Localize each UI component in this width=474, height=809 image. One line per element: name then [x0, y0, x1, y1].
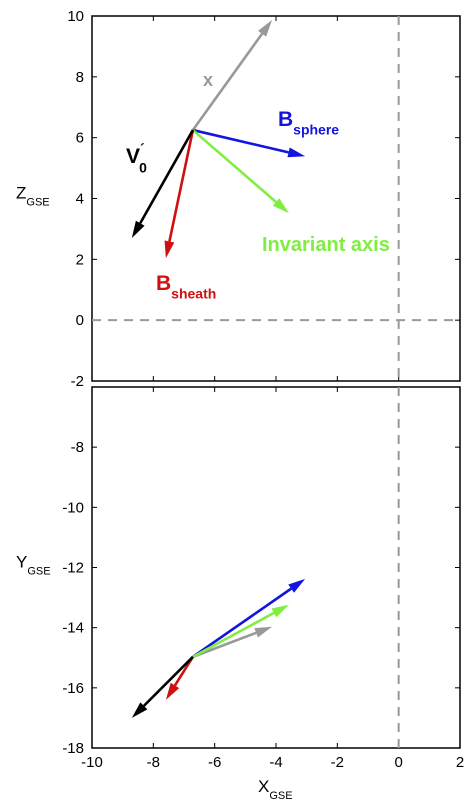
vector-label-sub: sphere	[293, 121, 339, 137]
vector-head	[131, 220, 145, 239]
y-tick-label: -18	[62, 740, 84, 757]
y-tick-label: 4	[76, 191, 84, 208]
vector-head	[288, 578, 306, 593]
y-tick-label: -14	[62, 620, 84, 637]
vector-label-main: V	[126, 145, 140, 168]
vector-shaft	[191, 33, 264, 131]
y-tick-label: 0	[76, 312, 84, 329]
vector-shaft	[142, 655, 194, 707]
vector-label: x	[203, 70, 213, 90]
vector-head	[271, 604, 289, 618]
vector-head	[287, 147, 306, 158]
x-tick-label: -2	[331, 754, 344, 771]
vector-head	[254, 626, 273, 638]
plot-frame	[91, 386, 461, 749]
x-axis-label: XGSE	[258, 777, 293, 802]
x-tick-label: 0	[394, 754, 402, 771]
vector-label: V´ 0	[126, 141, 147, 176]
y-tick-label: -2	[71, 373, 84, 390]
vector-label-main: x	[203, 70, 213, 90]
y-tick-label: -16	[62, 680, 84, 697]
vector-head	[258, 19, 273, 37]
y-tick-label: 6	[76, 130, 84, 147]
x-tick-label: -6	[208, 754, 221, 771]
vector-label-sub: sheath	[171, 285, 216, 301]
vector-shaft	[192, 611, 275, 658]
vector-shaft	[192, 587, 292, 658]
x-axis-label-sub: GSE	[269, 790, 292, 802]
vector-label: Bsphere	[278, 108, 339, 137]
vector-label-sub: 0	[139, 159, 147, 175]
y-tick-label: 2	[76, 251, 84, 268]
y-axis-label-main: Y	[16, 553, 27, 572]
vector-head	[131, 702, 148, 718]
vector-label-main: B	[278, 108, 293, 131]
vector-head	[164, 240, 175, 259]
vector-shaft	[168, 129, 195, 242]
y-axis-label: ZGSE	[16, 184, 50, 209]
vector-label-main: B	[156, 272, 171, 295]
y-tick-label: 10	[67, 8, 84, 25]
x-axis-label-main: X	[258, 777, 269, 796]
vector-shaft	[192, 631, 257, 659]
y-axis-label-sub: GSE	[26, 196, 49, 208]
vector-shaft	[139, 129, 195, 224]
vector-head	[272, 198, 289, 214]
y-tick-label: -10	[62, 499, 84, 516]
vector-label: Invariant axis	[262, 234, 390, 256]
y-tick-label: 8	[76, 69, 84, 86]
vector-label-sup: ´	[140, 141, 145, 157]
y-axis-label: YGSE	[16, 553, 51, 578]
plot-frame	[91, 15, 461, 382]
vector-label: Bsheath	[156, 272, 216, 301]
y-axis-label-sub: GSE	[27, 565, 50, 577]
y-axis-label-main: Z	[16, 184, 26, 203]
x-tick-label: -4	[269, 754, 282, 771]
y-tick-label: -12	[62, 560, 84, 577]
vector-shaft	[192, 128, 289, 154]
vector-label-main: Invariant axis	[262, 234, 390, 256]
vector-head	[165, 682, 180, 700]
x-tick-label: 2	[456, 754, 464, 771]
y-tick-label: -8	[71, 439, 84, 456]
x-tick-label: -10	[81, 754, 103, 771]
vector-shaft	[192, 129, 277, 203]
x-tick-label: -8	[147, 754, 160, 771]
